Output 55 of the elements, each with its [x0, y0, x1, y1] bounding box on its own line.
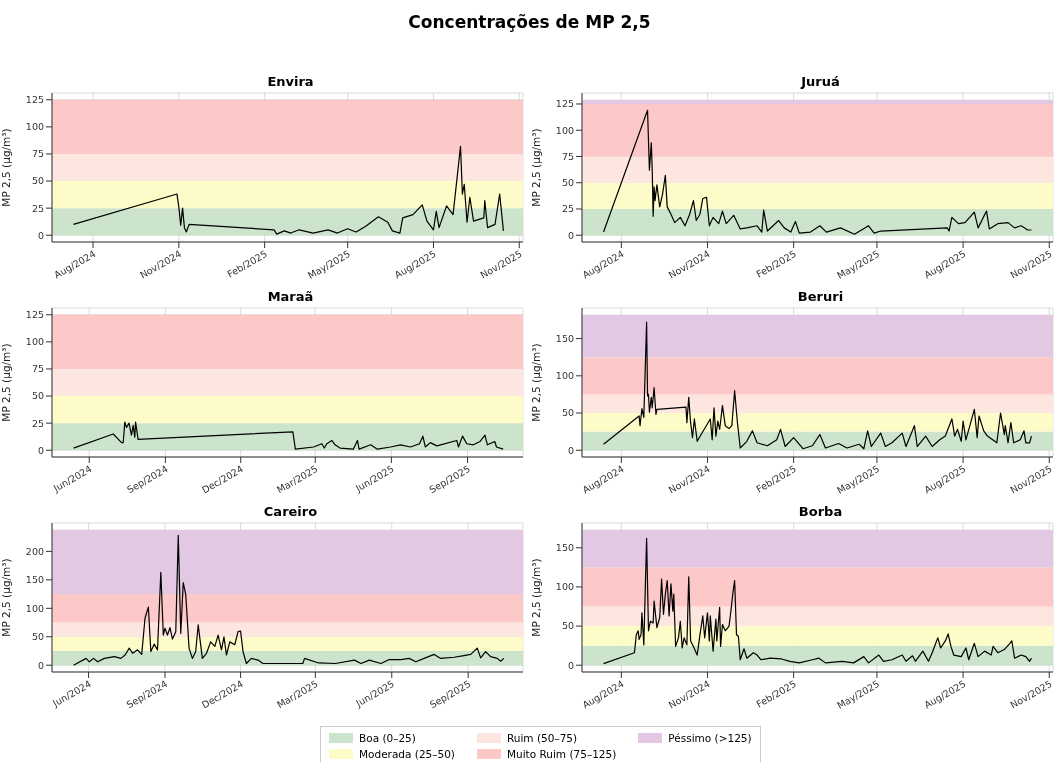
chart-title: Juruá [799, 74, 841, 90]
legend-label: Moderada (25–50) [359, 748, 455, 760]
y-tick-label: 50 [561, 407, 574, 419]
y-tick-label: 75 [561, 150, 574, 162]
line-series [73, 534, 505, 666]
line-series [602, 321, 1033, 450]
line-series [602, 537, 1033, 665]
y-tick-label: 0 [37, 659, 44, 671]
y-tick-label: 50 [31, 175, 44, 187]
y-tick-label: 50 [31, 390, 44, 402]
y-tick-label: 125 [25, 94, 44, 106]
y-tick-label: 75 [31, 363, 44, 375]
y-tick-label: 100 [25, 336, 44, 348]
legend-label: Péssimo (>125) [668, 732, 752, 744]
y-axis-title: MP 2,5 (µg/m³) [0, 558, 12, 637]
y-axis-title: MP 2,5 (µg/m³) [529, 128, 542, 207]
y-tick-label: 100 [25, 121, 44, 133]
chart-title: Careiro [262, 504, 319, 520]
y-axis-title: MP 2,5 (µg/m³) [0, 128, 12, 207]
y-tick-label: 150 [25, 574, 44, 586]
y-tick-label: 100 [555, 124, 574, 136]
y-tick-label: 25 [31, 417, 44, 429]
y-tick-label: 0 [567, 659, 574, 671]
line-series [602, 109, 1033, 235]
y-tick-label: 100 [555, 370, 574, 382]
y-tick-label: 0 [567, 229, 574, 241]
y-tick-label: 50 [561, 177, 574, 189]
chart-title: Borba [797, 504, 844, 520]
y-tick-label: 50 [31, 631, 44, 643]
y-tick-label: 125 [25, 309, 44, 321]
y-tick-label: 150 [555, 332, 574, 344]
y-tick-label: 100 [25, 602, 44, 614]
legend-label: Ruim (50–75) [506, 732, 578, 744]
text: Concentrações de MP 2,5 [407, 12, 652, 32]
line-series [72, 421, 504, 450]
y-tick-label: 50 [561, 620, 574, 632]
line-series [72, 145, 505, 235]
y-axis-title: MP 2,5 (µg/m³) [529, 343, 542, 422]
y-tick-label: 25 [561, 203, 574, 215]
y-tick-label: 200 [25, 545, 44, 557]
y-tick-label: 0 [37, 444, 44, 456]
y-axis-title: MP 2,5 (µg/m³) [0, 343, 12, 422]
y-tick-label: 125 [555, 98, 574, 110]
y-tick-label: 0 [567, 444, 574, 456]
chart-title: Maraã [266, 289, 315, 305]
chart-title: Envira [266, 74, 315, 90]
y-tick-label: 0 [37, 229, 44, 241]
y-tick-label: 100 [555, 581, 574, 593]
y-tick-label: 25 [31, 202, 44, 214]
chart-title: Beruri [796, 289, 845, 305]
y-tick-label: 75 [31, 148, 44, 160]
y-axis-title: MP 2,5 (µg/m³) [529, 558, 542, 637]
legend-label: Boa (0–25) [359, 732, 416, 744]
legend-label: Muito Ruim (75–125) [506, 748, 617, 760]
y-tick-label: 150 [555, 542, 574, 554]
